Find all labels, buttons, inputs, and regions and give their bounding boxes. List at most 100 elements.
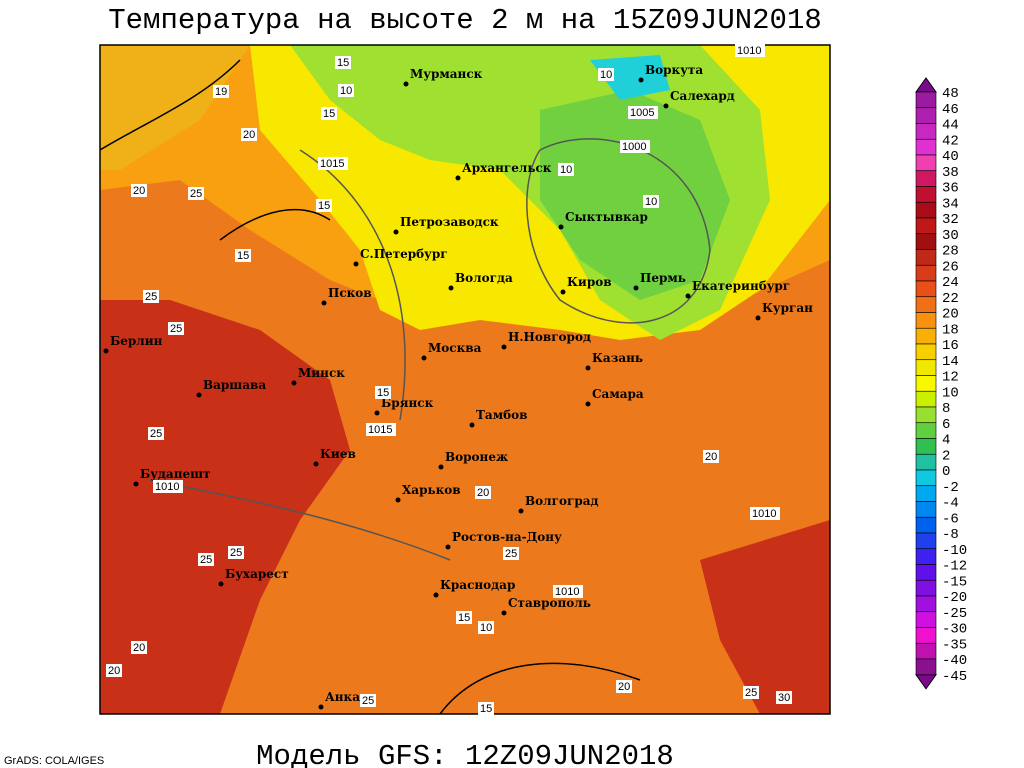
colorbar-cell — [915, 453, 937, 471]
isobar-label-text: 1010 — [737, 45, 761, 57]
city-dot — [448, 285, 454, 291]
colorbar-cell — [915, 642, 937, 660]
city-label: Курган — [762, 301, 813, 315]
colorbar-cell — [915, 532, 937, 550]
city-dot — [403, 81, 409, 87]
colorbar-label: 12 — [942, 370, 959, 386]
colorbar: 4846444240383634323028262422201816141210… — [915, 77, 967, 690]
label-box — [475, 486, 491, 499]
isobar-label: 1010 — [735, 44, 765, 57]
contour-label: 15 — [321, 107, 337, 120]
contour-label: 15 — [375, 386, 391, 399]
colorbar-cell — [915, 579, 937, 597]
contour-label-text: 19 — [215, 86, 227, 98]
city-label: Н.Новгород — [508, 330, 591, 344]
label-box — [478, 621, 494, 634]
label-box — [456, 611, 472, 624]
colorbar-label: -12 — [942, 559, 967, 575]
city-dot — [218, 581, 224, 587]
contour-label-text: 20 — [133, 185, 145, 197]
label-box — [743, 686, 759, 699]
label-box — [335, 56, 351, 69]
contour-label: 10 — [643, 195, 659, 208]
city-dot — [638, 77, 644, 83]
colorbar-cell — [915, 469, 937, 487]
colorbar-label: 16 — [942, 338, 959, 354]
colorbar-cell — [915, 516, 937, 534]
isobar-label-text: 1000 — [622, 141, 646, 153]
contour-label-text: 30 — [778, 692, 790, 704]
colorbar-label: 42 — [942, 133, 959, 149]
contour-label: 25 — [228, 546, 244, 559]
city-dot — [663, 103, 669, 109]
city-dot — [395, 497, 401, 503]
label-box — [750, 507, 780, 520]
contour-label-text: 25 — [150, 428, 162, 440]
contour-label-text: 25 — [200, 554, 212, 566]
contour-label-text: 20 — [243, 129, 255, 141]
colorbar-label: 14 — [942, 354, 959, 370]
map-field — [100, 45, 830, 714]
city-label: Архангельск — [462, 161, 552, 175]
contour-label: 20 — [131, 184, 147, 197]
colorbar-cell — [915, 359, 937, 376]
model-caption: Модель GFS: 12Z09JUN2018 — [256, 740, 674, 768]
colorbar-label: 18 — [942, 322, 959, 338]
label-box — [106, 664, 122, 677]
city-label: Берлин — [110, 334, 163, 348]
map-frame — [99, 44, 831, 715]
colorbar-label: -20 — [942, 590, 967, 606]
city-label: Салехард — [670, 89, 735, 103]
colorbar-arrow-top — [915, 77, 937, 93]
label-box — [131, 641, 147, 654]
contour-label-text: 15 — [318, 200, 330, 212]
contour-label-text: 10 — [560, 164, 572, 176]
colorbar-arrow-bottom — [915, 674, 937, 690]
label-box — [375, 386, 391, 399]
label-box — [338, 84, 354, 97]
city-dot — [685, 293, 691, 299]
colorbar-label: 40 — [942, 149, 959, 165]
city-label: Киев — [320, 447, 356, 461]
city-label: Киров — [567, 275, 612, 289]
isobar-label: 1010 — [553, 585, 583, 598]
colorbar-cell — [915, 548, 937, 565]
contour-label: 19 — [213, 85, 229, 98]
contour-label: 15 — [478, 702, 494, 715]
colorbar-cell — [915, 627, 937, 644]
contour-label: 25 — [168, 322, 184, 335]
contour-label: 15 — [456, 611, 472, 624]
city-label: Самара — [592, 387, 644, 401]
label-box — [478, 702, 494, 715]
label-box — [188, 187, 204, 200]
isobar-label-text: 1010 — [752, 508, 776, 520]
city-dot — [291, 380, 297, 386]
label-box — [198, 553, 214, 566]
label-box — [318, 157, 348, 170]
label-box — [366, 423, 396, 436]
label-box — [703, 450, 719, 463]
contour-label-text: 25 — [362, 695, 374, 707]
city-label: Волгоград — [525, 494, 598, 508]
city-label: Москва — [428, 341, 482, 355]
colorbar-label: -2 — [942, 480, 959, 496]
city-label: Воронеж — [445, 450, 508, 464]
city-dot — [755, 315, 761, 321]
city-label: Харьков — [402, 483, 461, 497]
city-dot — [374, 410, 380, 416]
isobar-label: 1000 — [620, 140, 650, 153]
colorbar-label: 28 — [942, 244, 959, 260]
city-label: Ставрополь — [508, 596, 591, 610]
city-dot — [318, 704, 324, 710]
contour-label-text: 25 — [745, 687, 757, 699]
colorbar-label: 22 — [942, 291, 959, 307]
colorbar-cell — [915, 564, 937, 581]
city-dot — [455, 175, 461, 181]
colorbar-label: 30 — [942, 228, 959, 244]
colorbar-cell — [915, 390, 937, 408]
colorbar-label: -40 — [942, 653, 967, 669]
city-dot — [133, 481, 139, 487]
colorbar-cell — [915, 312, 937, 329]
contour-label: 20 — [475, 486, 491, 499]
label-box — [235, 249, 251, 262]
